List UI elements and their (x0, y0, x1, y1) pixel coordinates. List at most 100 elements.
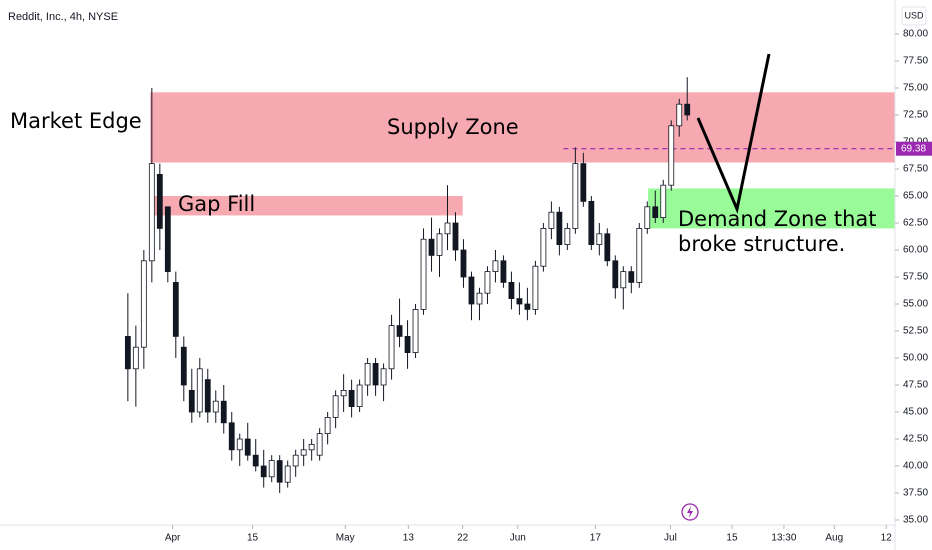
candle-body (476, 292, 483, 305)
candle-body (156, 173, 163, 229)
candle-body (460, 249, 467, 278)
candle-body (436, 233, 443, 256)
candle-body (124, 335, 131, 370)
candle-body (196, 368, 203, 413)
x-tick-label: Apr (165, 533, 181, 544)
zone-label: Demand Zone that (678, 207, 877, 231)
y-tick-label: 40.00 (903, 461, 928, 472)
y-tick-label: 65.00 (903, 191, 928, 202)
candle-body (276, 460, 283, 483)
candle-body (164, 206, 171, 273)
candle-body (452, 222, 459, 251)
candle-body (668, 125, 675, 186)
candle-body (332, 395, 339, 418)
candle-body (444, 222, 451, 235)
zone-label: Gap Fill (178, 192, 255, 216)
candle-body (556, 211, 563, 245)
y-tick-label: 35.00 (903, 515, 928, 526)
candle-body (260, 465, 267, 478)
y-tick-label: 47.50 (903, 380, 928, 391)
currency-box[interactable] (901, 6, 927, 26)
candle-body (676, 103, 683, 127)
candle-body (316, 433, 323, 456)
y-tick-label: 42.50 (903, 434, 928, 445)
candle-body (612, 260, 619, 289)
candle-body (468, 276, 475, 305)
y-tick-label: 62.50 (903, 218, 928, 229)
annotation-text: Market Edge (10, 109, 142, 133)
candle-body (580, 163, 587, 202)
zone (648, 188, 895, 229)
candle-body (132, 346, 139, 370)
candle-body (364, 362, 371, 386)
candle-body (660, 184, 667, 218)
candle-body (644, 206, 651, 229)
candle-body (492, 260, 499, 272)
candle-body (652, 206, 659, 219)
x-tick-label: 15 (247, 533, 259, 544)
candle-body (244, 438, 251, 456)
y-tick-label: 50.00 (903, 353, 928, 364)
zones (150, 92, 895, 229)
price-label-box (896, 141, 932, 156)
zone (150, 92, 895, 163)
candle-body (596, 233, 603, 246)
candle-body (620, 271, 627, 289)
candle-body (548, 211, 555, 229)
zone (150, 196, 463, 216)
candle-body (252, 454, 259, 467)
candle-body (228, 422, 235, 451)
zone-label: Supply Zone (387, 115, 519, 139)
candle-body (308, 443, 315, 451)
x-tick-label: 13:30 (771, 533, 796, 544)
candle-body (188, 389, 195, 413)
candle-body (564, 227, 571, 245)
candle-body (284, 465, 291, 483)
candle-body (300, 449, 307, 456)
candle-body (372, 362, 379, 386)
y-tick-label: 77.50 (903, 56, 928, 67)
candle-body (420, 238, 427, 310)
y-tick-label: 57.50 (903, 272, 928, 283)
candle-body (412, 308, 419, 353)
candle-body (572, 163, 579, 229)
candle-body (516, 298, 523, 305)
candle-body (404, 335, 411, 353)
candle-body (508, 281, 515, 299)
y-tick-label: 72.50 (903, 110, 928, 121)
candle-body (380, 368, 387, 386)
candle-body (684, 103, 691, 116)
candle-body (180, 346, 187, 386)
candle-body (172, 281, 179, 337)
candle-body (636, 227, 643, 283)
x-tick-label: 22 (457, 533, 469, 544)
x-tick-label: Jul (664, 533, 677, 544)
y-tick-label: 37.50 (903, 488, 928, 499)
candle-body (340, 389, 347, 397)
currency: USD (904, 10, 924, 20)
candle-body (500, 260, 507, 283)
x-tick-label: Jun (510, 533, 526, 544)
x-tick-label: Aug (825, 533, 843, 544)
candle-body (348, 389, 355, 407)
y-tick-label: 45.00 (903, 407, 928, 418)
y-tick-label: 75.00 (903, 83, 928, 94)
candle-body (628, 271, 635, 283)
y-tick-label: 55.00 (903, 299, 928, 310)
x-tick-label: 13 (403, 533, 415, 544)
y-tick-label: 67.50 (903, 164, 928, 175)
candle-body (140, 260, 147, 348)
candle-body (524, 303, 531, 310)
trend-drawing (696, 53, 771, 214)
candles (124, 77, 691, 493)
candle-body (356, 384, 363, 408)
x-tick-label: 17 (590, 533, 602, 544)
chart-title: Reddit, Inc., 4h, NYSE (8, 11, 118, 23)
candle-body (540, 227, 547, 267)
lightning-icon[interactable] (681, 503, 699, 521)
candle-body (532, 265, 539, 310)
y-tick-label: 60.00 (903, 245, 928, 256)
x-tick-label: May (336, 533, 355, 544)
x-tick-label: 15 (726, 533, 738, 544)
